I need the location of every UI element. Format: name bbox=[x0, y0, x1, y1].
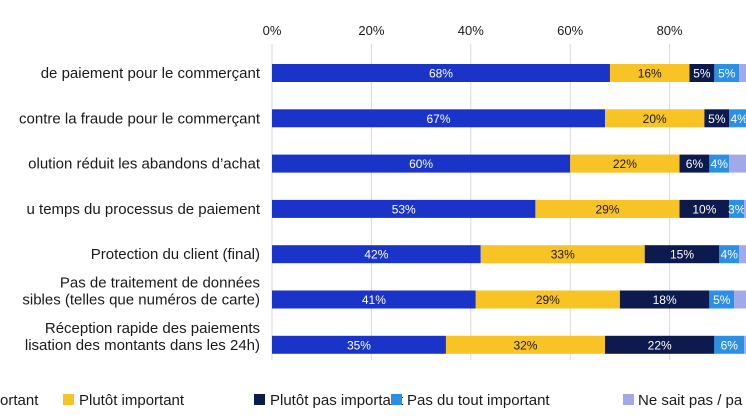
category-label: u temps du processus de paiement bbox=[27, 201, 261, 218]
data-label: 4% bbox=[711, 157, 729, 171]
category-label: Protection du client (final) bbox=[91, 246, 260, 263]
legend-label: Plutôt pas important bbox=[270, 392, 404, 409]
data-label: 60% bbox=[409, 157, 433, 171]
data-label: 29% bbox=[595, 202, 619, 216]
bar-segment bbox=[272, 335, 446, 354]
data-label: 20% bbox=[643, 112, 667, 126]
data-label: 29% bbox=[536, 293, 560, 307]
data-label: 22% bbox=[613, 157, 637, 171]
category-label: contre la fraude pour le commerçant bbox=[19, 110, 261, 127]
x-tick-label: 20% bbox=[358, 23, 384, 38]
data-label: 16% bbox=[638, 67, 662, 81]
bar-segment bbox=[272, 64, 610, 82]
bar-segment bbox=[609, 64, 690, 82]
data-label: 35% bbox=[347, 338, 371, 352]
bar-segment bbox=[714, 335, 745, 354]
bar-segment bbox=[729, 109, 746, 128]
category-label: olution réduit les abandons d’achat bbox=[28, 156, 261, 173]
x-tick-label: 80% bbox=[657, 23, 683, 38]
data-label: 4% bbox=[721, 248, 739, 262]
bar-segment bbox=[689, 64, 715, 82]
category-label: lisation des montants dans les 24h) bbox=[25, 337, 260, 354]
bar-segment bbox=[619, 290, 710, 309]
data-label: 5% bbox=[713, 293, 731, 307]
bar-segment bbox=[704, 109, 730, 128]
bar-segment bbox=[729, 154, 746, 173]
bar-segment bbox=[709, 290, 735, 309]
data-label: 33% bbox=[551, 248, 575, 262]
bar-segment bbox=[535, 199, 680, 218]
bar-segment bbox=[475, 290, 620, 309]
legend-swatch bbox=[391, 394, 402, 405]
category-label: Pas de traitement de données bbox=[60, 275, 260, 292]
legend-swatch bbox=[63, 394, 74, 405]
bar-segment bbox=[679, 199, 730, 218]
x-tick-label: 40% bbox=[458, 23, 484, 38]
bar-segment bbox=[739, 64, 746, 82]
category-labels: de paiement pour le commerçant contre la … bbox=[19, 65, 261, 354]
bar-segment bbox=[714, 64, 740, 82]
category-label: sibles (telles que numéros de carte) bbox=[22, 292, 260, 309]
category-label: Réception rapide des paiements bbox=[45, 320, 260, 337]
legend-label: Plutôt important bbox=[79, 392, 185, 409]
bar-segment bbox=[480, 245, 645, 264]
bar-segment bbox=[729, 199, 745, 218]
category-label: de paiement pour le commerçant bbox=[41, 65, 261, 82]
bar-segment bbox=[272, 199, 536, 218]
bar-segment bbox=[709, 154, 730, 173]
bar-segment bbox=[604, 335, 715, 354]
legend: ortant Plutôt important Plutôt pas importa… bbox=[0, 392, 743, 409]
data-label: 18% bbox=[653, 293, 677, 307]
data-label: 68% bbox=[429, 67, 453, 81]
data-label: 15% bbox=[670, 248, 694, 262]
x-tick-label: 0% bbox=[263, 23, 282, 38]
data-label: 42% bbox=[364, 248, 388, 262]
bar-segment bbox=[272, 154, 571, 173]
data-label: 53% bbox=[392, 202, 416, 216]
bar-segment bbox=[445, 335, 605, 354]
data-label: 6% bbox=[686, 157, 704, 171]
data-label: 41% bbox=[362, 293, 386, 307]
data-label: 4% bbox=[731, 112, 746, 126]
legend-label: ortant bbox=[0, 392, 39, 409]
bar-segment bbox=[739, 245, 746, 264]
x-tick-label: 60% bbox=[557, 23, 583, 38]
data-label: 22% bbox=[648, 338, 672, 352]
bars: 68%16%5%5%667%20%5%4%60%22%6%4%853%29%10… bbox=[272, 64, 746, 354]
x-axis-ticks: 0% 20% 40% 60% 80% bbox=[263, 23, 683, 38]
data-label: 5% bbox=[693, 67, 711, 81]
data-label: 32% bbox=[513, 338, 537, 352]
bar-segment bbox=[679, 154, 710, 173]
legend-swatch bbox=[254, 394, 265, 405]
legend-swatch bbox=[623, 394, 634, 405]
bar-segment bbox=[744, 199, 746, 218]
data-label: 5% bbox=[708, 112, 726, 126]
legend-label: Ne sait pas / pa bbox=[638, 392, 743, 409]
bar-segment bbox=[570, 154, 680, 173]
bar-segment bbox=[744, 335, 746, 354]
bar-segment bbox=[272, 109, 605, 128]
data-label: 10% bbox=[692, 202, 716, 216]
bar-segment bbox=[644, 245, 720, 264]
data-label: 5% bbox=[718, 67, 736, 81]
bar-segment bbox=[734, 290, 746, 309]
legend-label: Pas du tout important bbox=[407, 392, 550, 409]
data-label: 6% bbox=[721, 338, 739, 352]
data-label: 67% bbox=[426, 112, 450, 126]
bar-segment bbox=[719, 245, 740, 264]
bar-segment bbox=[604, 109, 705, 128]
bar-segment bbox=[272, 245, 481, 264]
bar-segment bbox=[272, 290, 476, 309]
data-label: 3% bbox=[728, 202, 746, 216]
